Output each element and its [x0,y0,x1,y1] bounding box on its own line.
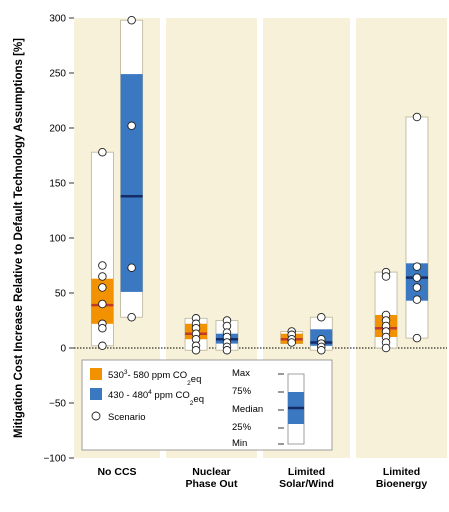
legend-stat-label: 25% [232,422,252,433]
y-tick-label: −50 [49,399,66,410]
scenario-point [412,262,422,271]
legend-stat-label: Min [232,438,247,449]
category-label-3: Bioenergy [376,478,428,490]
legend-label-part: 2 [190,400,194,407]
legend-label-s430: 430 - 4804 ppm CO2eq [108,389,204,407]
y-tick-label: −100 [43,454,66,465]
scenario-point [317,345,326,355]
legend-label-part: 2 [187,380,191,387]
scenario-point [287,338,296,347]
iqr-box-s430-0 [120,74,143,292]
y-tick-label: 150 [49,179,66,190]
category-label-2: Limited [288,466,325,478]
scenario-point [412,283,422,292]
legend-scenario-marker [91,411,101,421]
y-tick-label: 50 [55,289,67,300]
legend-label-part: 3 [124,369,128,376]
y-tick-label: 200 [49,124,66,135]
scenario-point [98,299,107,309]
legend-label-part: 430 - 480 [108,390,148,401]
legend-swatch-s430 [90,388,102,400]
scenario-point [412,333,422,343]
legend-swatch-s530 [90,368,102,380]
y-axis-title: Mitigation Cost Increase Relative to Def… [13,38,25,438]
scenario-point [127,263,136,272]
range-box-s430-3 [405,116,429,339]
y-tick-label: 300 [49,14,66,25]
y-tick-label: 100 [49,234,66,245]
legend-stat-label: 75% [232,386,252,397]
legend-label-part: eq [191,374,202,385]
scenario-point [381,343,391,353]
scenario-point [127,121,136,131]
y-tick-label: 250 [49,69,66,80]
legend-label-part: ppm CO [152,390,190,401]
scenario-point [127,312,136,322]
legend-label-part: eq [193,394,204,405]
scenario-point [98,323,107,333]
scenario-point [222,345,232,355]
legend-stat-label: Max [232,368,250,379]
legend-label-part: 530 [108,370,124,381]
scenario-point [381,272,391,281]
scenario-point [98,272,107,281]
scenario-point [98,283,107,292]
legend-label-s530: 5303- 580 ppm CO2eq [108,369,201,387]
scenario-point [317,312,326,322]
scenario-point [98,147,107,157]
scenario-point [412,295,422,304]
scenario-point [412,112,422,122]
category-label-2: Solar/Wind [279,478,334,490]
category-label-1: Nuclear [192,466,231,478]
category-label-1: Phase Out [186,478,238,490]
scenario-point [191,345,201,355]
scenario-point [98,261,107,270]
category-label-0: No CCS [97,466,136,478]
legend-label-part: 4 [148,389,152,396]
legend-stat-label: Median [232,404,263,415]
panel-background-3 [356,18,447,458]
category-label-3: Limited [383,466,420,478]
y-tick-label: 0 [60,344,66,355]
scenario-point [98,341,107,351]
scenario-point [127,15,136,25]
legend-label-part: - 580 ppm CO [127,370,187,381]
scenario-point [412,273,422,282]
legend-scenario-label: Scenario [108,412,146,423]
iqr-box-s430-3 [405,263,428,301]
